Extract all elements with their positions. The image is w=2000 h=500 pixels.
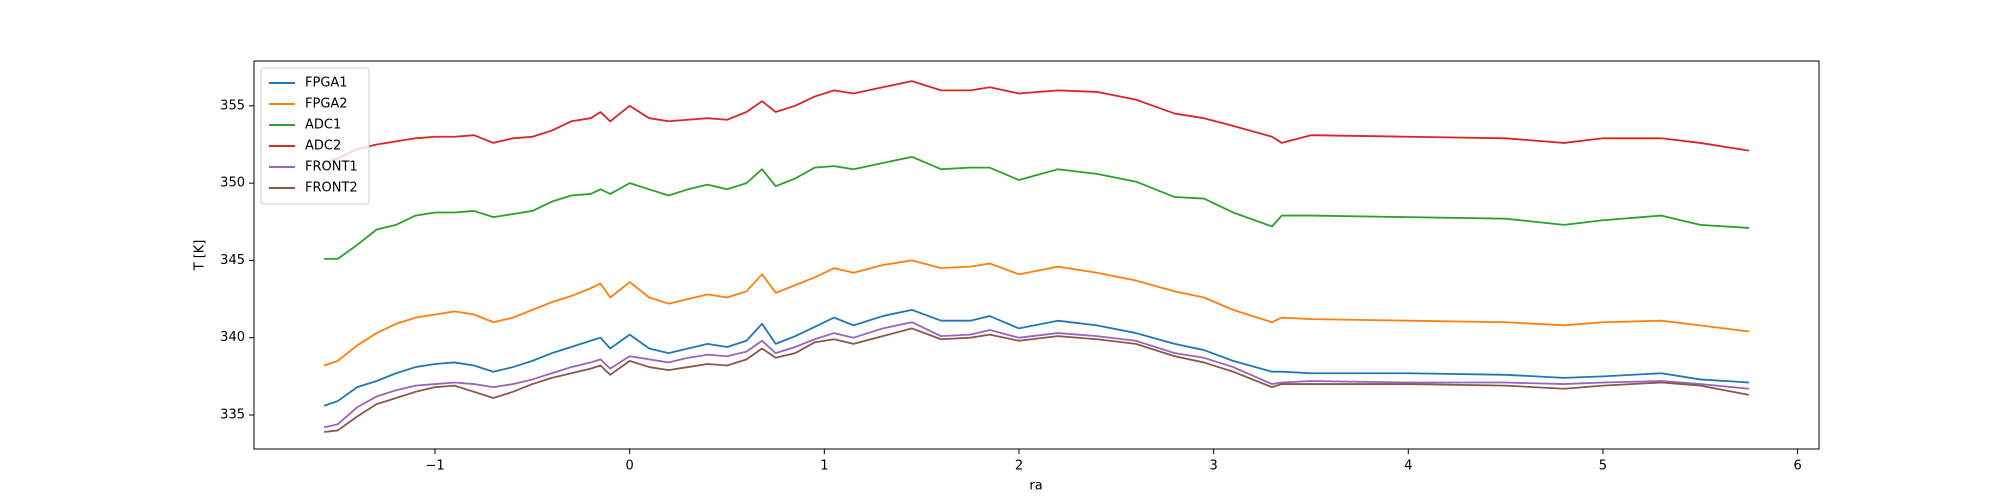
- legend-label: ADC1: [305, 118, 341, 133]
- y-tick-label: 340: [220, 330, 245, 345]
- x-tick-label: −1: [425, 459, 444, 474]
- y-tick-label: 335: [220, 407, 245, 422]
- x-tick-label: 5: [1599, 459, 1607, 474]
- x-tick-label: 3: [1209, 459, 1217, 474]
- y-tick-label: 345: [220, 253, 245, 268]
- axes-frame: [253, 60, 1820, 450]
- y-tick-label: 355: [220, 98, 245, 113]
- legend-label: FPGA1: [305, 76, 348, 91]
- series-line: [323, 321, 1750, 429]
- series-line: [323, 259, 1750, 367]
- y-axis-label: T [K]: [193, 240, 208, 272]
- series-line: [323, 327, 1750, 433]
- x-tick-label: 2: [1015, 459, 1023, 474]
- legend-label: ADC2: [305, 139, 341, 154]
- legend-label: FRONT1: [305, 160, 358, 175]
- x-tick-label: 4: [1404, 459, 1412, 474]
- x-tick-label: 1: [820, 459, 828, 474]
- series-line: [323, 80, 1750, 164]
- legend-label: FPGA2: [305, 97, 348, 112]
- legend-box: [260, 67, 370, 205]
- series-line: [324, 155, 1749, 260]
- legend-label: FRONT2: [305, 181, 358, 196]
- y-tick-label: 350: [220, 176, 245, 191]
- x-tick-label: 0: [626, 459, 634, 474]
- x-axis-label: ra: [1029, 479, 1042, 494]
- series-line: [323, 308, 1749, 407]
- x-tick-label: 6: [1793, 459, 1801, 474]
